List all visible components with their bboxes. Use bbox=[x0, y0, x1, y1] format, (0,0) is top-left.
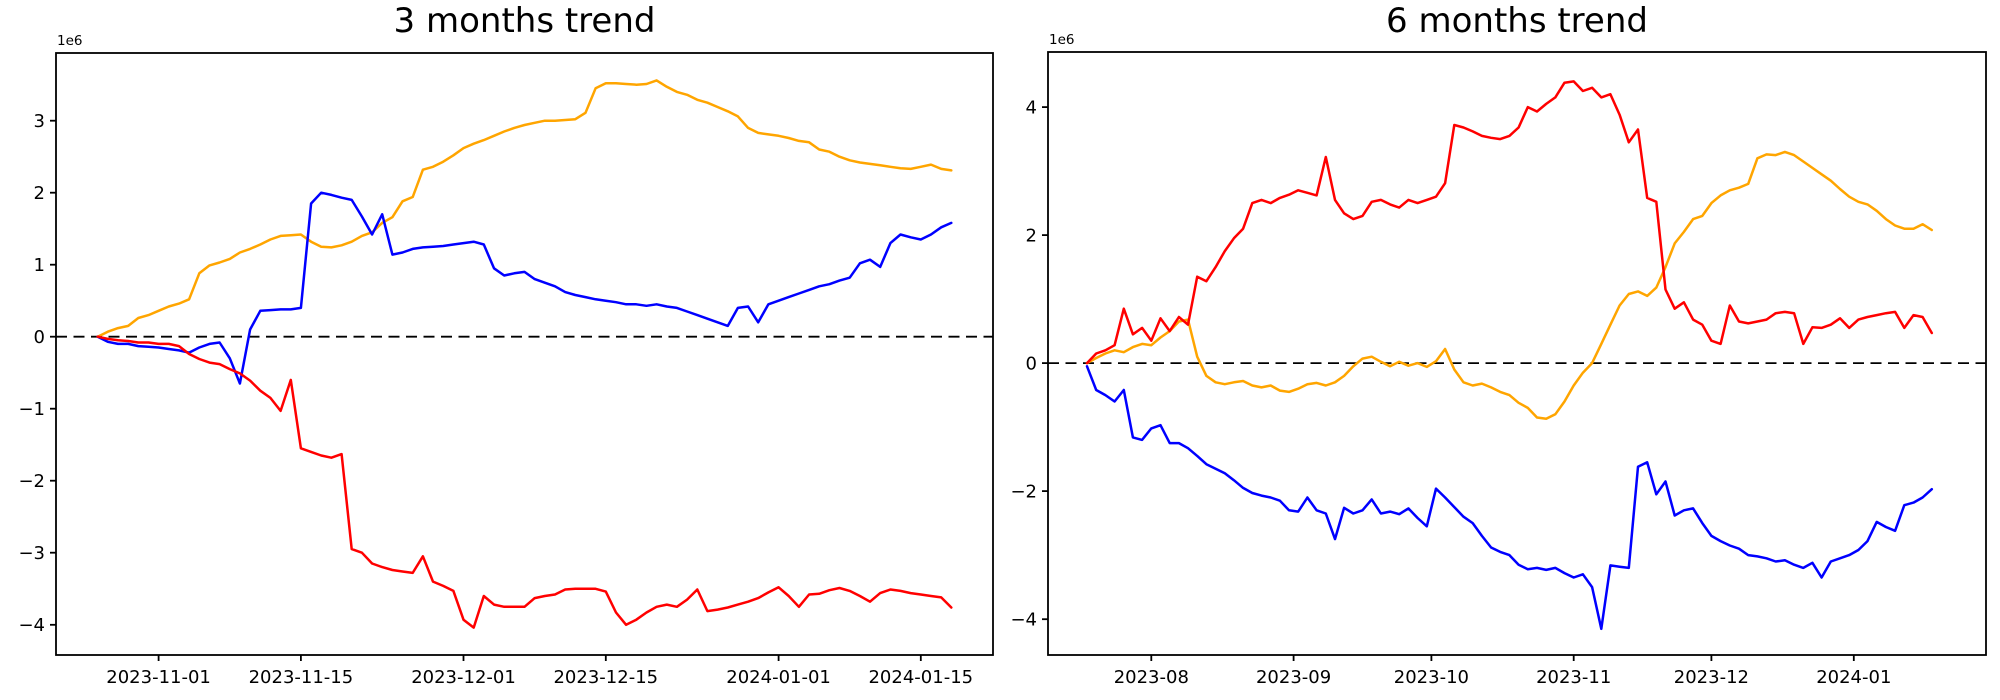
x-tick-label: 2023-11-01 bbox=[106, 667, 211, 688]
y-tick-label: −3 bbox=[18, 543, 45, 564]
x-tick-label: 2024-01-15 bbox=[868, 667, 973, 688]
orange-line bbox=[96, 79, 953, 338]
orange-line bbox=[1085, 150, 1934, 421]
y-tick-label: 2 bbox=[34, 183, 45, 204]
y-tick-label: 1 bbox=[34, 255, 45, 276]
plot-border bbox=[1047, 51, 1987, 656]
x-tick-label: 2023-11 bbox=[1536, 667, 1611, 688]
left-chart-title: 3 months trend bbox=[393, 1, 656, 41]
y-axis-offset-label: 1e6 bbox=[1049, 32, 1074, 48]
y-tick-label: −1 bbox=[18, 399, 45, 420]
red-line bbox=[96, 335, 953, 629]
y-axis-offset-label: 1e6 bbox=[57, 33, 82, 49]
x-tick-label: 2024-01-01 bbox=[726, 667, 831, 688]
x-tick-label: 2023-09 bbox=[1256, 667, 1331, 688]
six-months-trend-plot: 2023-08 2023-09 2023-10 2023-11 2023-12 2024-… bbox=[1010, 32, 1987, 688]
x-tick-label: 2023-12-15 bbox=[553, 667, 658, 688]
x-tick-label: 2023-10 bbox=[1394, 667, 1469, 688]
y-tick-label: 0 bbox=[1026, 353, 1037, 374]
y-tick-label: −4 bbox=[1010, 610, 1037, 631]
y-tick-label: 2 bbox=[1026, 225, 1037, 246]
x-tick-label: 2023-12 bbox=[1674, 667, 1749, 688]
red-line bbox=[1085, 80, 1934, 365]
x-tick-label: 2023-11-15 bbox=[249, 667, 354, 688]
three-months-trend-plot: 2023-11-01 2023-11-15 2023-12-01 2023-12-15… bbox=[18, 33, 994, 688]
x-tick-label: 2024-01 bbox=[1816, 667, 1891, 688]
y-tick-label: 3 bbox=[34, 111, 45, 132]
x-tick-label: 2023-08 bbox=[1114, 667, 1189, 688]
plot-border bbox=[55, 52, 994, 656]
x-tick-label: 2023-12-01 bbox=[411, 667, 516, 688]
blue-line bbox=[1085, 365, 1934, 631]
y-tick-label: −4 bbox=[18, 615, 45, 636]
y-tick-label: 4 bbox=[1026, 97, 1037, 118]
y-tick-label: −2 bbox=[18, 471, 45, 492]
y-tick-label: 0 bbox=[34, 327, 45, 348]
y-tick-label: −2 bbox=[1010, 481, 1037, 502]
blue-line bbox=[96, 191, 953, 385]
right-chart-title: 6 months trend bbox=[1386, 1, 1648, 41]
